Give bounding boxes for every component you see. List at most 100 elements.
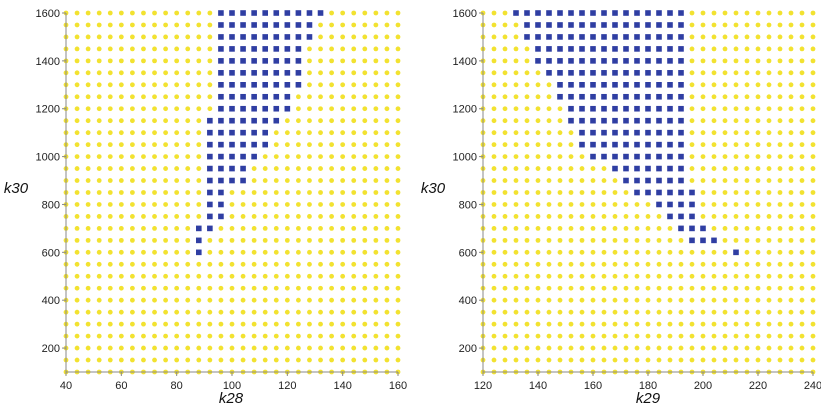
excluded-point <box>196 249 202 256</box>
allowed-point <box>601 214 607 219</box>
allowed-point <box>196 34 202 40</box>
allowed-point <box>799 261 805 267</box>
excluded-point <box>612 153 618 160</box>
allowed-point <box>329 34 334 40</box>
excluded-point <box>645 10 651 16</box>
excluded-point <box>218 201 224 208</box>
allowed-point <box>733 46 739 52</box>
allowed-point <box>810 22 816 28</box>
allowed-point <box>788 214 794 219</box>
allowed-point <box>502 22 508 28</box>
allowed-point <box>163 118 169 124</box>
allowed-point <box>329 285 334 291</box>
allowed-point <box>130 142 135 148</box>
allowed-point <box>546 261 552 267</box>
allowed-point <box>645 202 651 207</box>
allowed-point <box>766 333 772 339</box>
allowed-point <box>722 357 728 363</box>
allowed-point <box>96 190 102 195</box>
allowed-point <box>766 321 772 327</box>
allowed-point <box>524 297 530 303</box>
allowed-point <box>318 166 323 171</box>
allowed-point <box>152 178 157 183</box>
allowed-point <box>174 273 180 279</box>
allowed-point <box>590 345 596 351</box>
allowed-point <box>755 297 761 303</box>
excluded-point <box>601 117 607 124</box>
excluded-point <box>579 82 585 88</box>
allowed-point <box>174 214 180 219</box>
allowed-point <box>766 154 772 160</box>
allowed-point <box>96 178 102 183</box>
allowed-point <box>340 82 346 88</box>
allowed-point <box>755 94 761 100</box>
allowed-point <box>513 333 519 339</box>
excluded-point <box>218 34 224 40</box>
allowed-point <box>107 273 113 279</box>
allowed-point <box>74 309 80 315</box>
allowed-point <box>307 142 312 148</box>
allowed-point <box>491 261 497 267</box>
allowed-point <box>141 154 146 160</box>
allowed-point <box>535 273 541 279</box>
allowed-point <box>351 261 357 267</box>
allowed-point <box>273 297 279 303</box>
allowed-point <box>524 166 530 171</box>
allowed-point <box>612 321 618 327</box>
excluded-point <box>656 129 662 136</box>
allowed-point <box>491 190 497 195</box>
allowed-point <box>307 226 312 231</box>
allowed-point <box>373 285 379 291</box>
allowed-point <box>384 58 390 64</box>
excluded-point <box>196 237 202 244</box>
allowed-point <box>130 285 135 291</box>
allowed-point <box>340 130 346 136</box>
excluded-point <box>218 10 224 16</box>
allowed-point <box>722 237 728 243</box>
allowed-point <box>766 70 772 76</box>
allowed-point <box>722 345 728 351</box>
allowed-point <box>711 106 717 112</box>
allowed-point <box>689 34 695 40</box>
excluded-point <box>590 129 596 136</box>
allowed-point <box>307 46 312 52</box>
allowed-point <box>568 261 574 267</box>
excluded-point <box>678 129 684 136</box>
excluded-point <box>678 10 684 16</box>
allowed-point <box>340 249 346 255</box>
allowed-point <box>185 166 191 171</box>
allowed-point <box>362 94 368 100</box>
allowed-point <box>273 249 279 255</box>
allowed-point <box>579 321 585 327</box>
allowed-point <box>546 249 552 255</box>
allowed-point <box>755 130 761 136</box>
allowed-point <box>502 118 508 124</box>
allowed-point <box>689 22 695 28</box>
allowed-point <box>85 166 91 171</box>
allowed-point <box>218 273 224 279</box>
allowed-point <box>384 273 390 279</box>
excluded-point <box>240 58 246 64</box>
excluded-point <box>240 34 246 40</box>
allowed-point <box>185 46 191 52</box>
allowed-point <box>810 285 816 291</box>
excluded-point <box>623 10 629 16</box>
allowed-point <box>810 46 816 52</box>
allowed-point <box>513 106 519 112</box>
allowed-point <box>273 214 279 219</box>
allowed-point <box>744 249 750 255</box>
allowed-point <box>141 94 146 100</box>
allowed-point <box>579 178 585 183</box>
allowed-point <box>118 46 124 52</box>
allowed-point <box>85 273 91 279</box>
allowed-point <box>766 106 772 112</box>
excluded-point <box>295 70 302 76</box>
excluded-point <box>207 129 213 136</box>
allowed-point <box>744 285 750 291</box>
allowed-point <box>810 273 816 279</box>
allowed-point <box>546 214 552 219</box>
allowed-point <box>163 22 169 28</box>
allowed-point <box>667 309 673 315</box>
allowed-point <box>535 321 541 327</box>
allowed-point <box>373 249 379 255</box>
